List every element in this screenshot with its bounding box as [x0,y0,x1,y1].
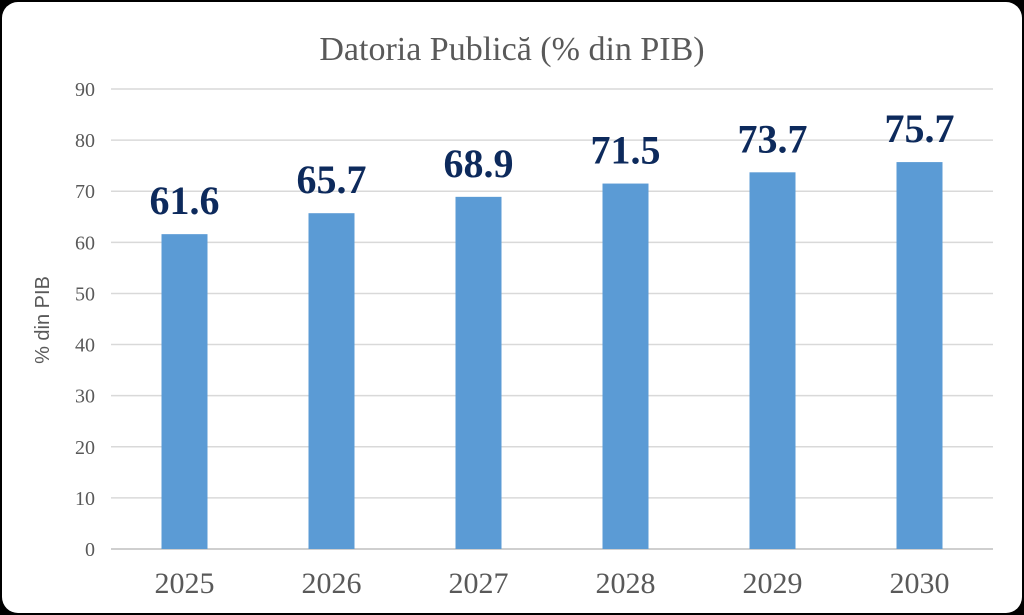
data-label-2029: 73.7 [738,116,808,161]
bar-2027 [455,196,502,549]
x-axis-ticks: 2025 2026 2027 2028 2029 2030 [155,567,950,600]
y-tick-label: 30 [75,386,95,408]
y-tick-label: 60 [75,232,95,254]
chart-title: Datoria Publică (% din PIB) [319,31,704,68]
y-axis-label: % din PIB [32,276,54,364]
x-tick-label-2029: 2029 [743,567,803,600]
bar-2028 [602,183,649,550]
y-tick-label: 80 [75,130,95,152]
x-tick-label-2025: 2025 [155,567,215,600]
y-tick-label: 20 [75,437,95,459]
bar-2025 [161,234,208,549]
bar-2026 [308,213,355,549]
x-tick-label-2030: 2030 [890,567,950,600]
x-tick-label-2028: 2028 [596,567,656,600]
y-tick-label: 50 [75,283,95,305]
bar-2029 [749,172,796,550]
gridlines [111,88,993,550]
data-label-2028: 71.5 [591,128,661,173]
y-tick-label: 90 [75,79,95,101]
data-label-2026: 65.7 [297,157,367,202]
data-label-2027: 68.9 [444,141,514,186]
y-tick-label: 10 [75,488,95,510]
data-label-2025: 61.6 [150,178,220,223]
data-labels: 61.6 65.7 68.9 71.5 73.7 75.7 [150,106,955,223]
y-tick-label: 0 [85,539,95,561]
bar-2030 [896,162,943,550]
y-axis-ticks: 0 10 20 30 40 50 60 70 80 90 [75,79,95,561]
bars [161,162,943,550]
data-label-2030: 75.7 [885,106,955,151]
y-tick-label: 70 [75,181,95,203]
x-tick-label-2027: 2027 [449,567,509,600]
y-tick-label: 40 [75,335,95,357]
x-tick-label-2026: 2026 [302,567,362,600]
